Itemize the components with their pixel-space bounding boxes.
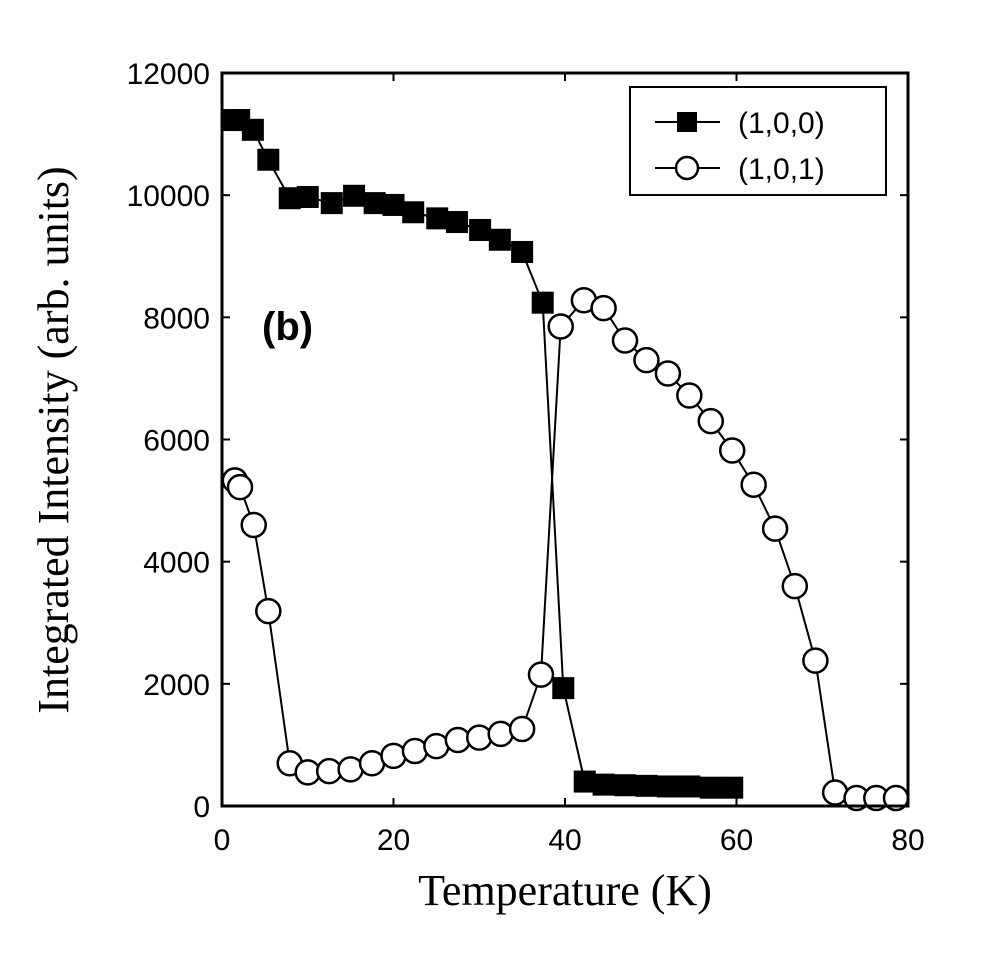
data-point-circle <box>547 313 574 340</box>
data-point-square <box>699 776 722 799</box>
data-point-square <box>678 775 701 798</box>
legend-label-100: (1,0,0) <box>738 107 825 140</box>
x-tick-label: 80 <box>891 824 924 857</box>
data-point-square <box>445 211 468 234</box>
series-0 <box>222 109 744 799</box>
data-point-circle <box>697 407 725 435</box>
data-point-square <box>469 218 492 241</box>
data-point-circle <box>781 572 809 600</box>
legend-label-101: (1,0,1) <box>738 153 825 186</box>
y-tick-label: 6000 <box>143 425 210 458</box>
data-point-square <box>635 774 658 797</box>
data-point-circle <box>255 597 282 625</box>
data-point-circle <box>466 724 493 751</box>
data-point-circle <box>633 346 660 374</box>
data-point-circle <box>401 737 429 765</box>
y-tick-label: 2000 <box>143 669 210 702</box>
x-axis-label: Temperature (K) <box>418 866 712 915</box>
legend-circle-marker <box>674 155 700 181</box>
data-point-square <box>511 240 534 263</box>
y-tick-label: 10000 <box>127 180 210 213</box>
x-tick-label: 0 <box>214 824 231 857</box>
data-point-square <box>241 118 264 141</box>
panel-label: (b) <box>262 305 313 349</box>
data-point-square <box>531 291 554 314</box>
data-point-square <box>343 184 366 207</box>
data-point-circle <box>802 647 829 674</box>
data-point-square <box>573 770 596 793</box>
data-point-square <box>721 776 744 799</box>
data-point-square <box>257 148 280 171</box>
data-point-square <box>592 773 615 796</box>
legend: (1,0,0) (1,0,1) <box>629 86 887 196</box>
y-tick-label: 0 <box>193 791 210 824</box>
data-point-square <box>296 185 319 208</box>
series-line <box>234 299 896 800</box>
y-tick-label: 12000 <box>127 58 210 91</box>
y-tick-label: 4000 <box>143 547 210 580</box>
data-point-square <box>488 228 511 251</box>
data-point-square <box>363 192 386 215</box>
data-point-circle <box>590 294 617 322</box>
legend-box <box>629 86 887 196</box>
data-point-circle <box>240 511 267 539</box>
data-point-circle <box>740 471 767 498</box>
data-point-circle <box>444 726 472 754</box>
data-point-circle <box>761 515 789 542</box>
data-point-square <box>614 774 637 797</box>
data-point-circle <box>508 715 536 743</box>
x-tick-label: 60 <box>720 824 753 857</box>
data-point-circle <box>676 382 703 409</box>
data-point-square <box>382 193 405 216</box>
x-tick-label: 20 <box>377 824 410 857</box>
data-point-square <box>320 192 343 215</box>
data-point-circle <box>821 779 849 806</box>
data-point-circle <box>380 742 407 770</box>
data-point-square <box>552 677 575 700</box>
y-axis-label: Integrated Intensity (arb. units) <box>29 166 78 713</box>
data-point-square <box>278 187 301 210</box>
data-point-circle <box>226 473 254 501</box>
series-1 <box>221 286 910 812</box>
data-point-circle <box>718 437 746 464</box>
plot-frame <box>220 71 910 808</box>
data-point-square <box>426 207 449 230</box>
data-point-circle <box>487 720 514 748</box>
data-point-square <box>402 201 425 224</box>
data-point-circle <box>527 661 555 688</box>
y-tick-label: 8000 <box>143 302 210 335</box>
data-point-circle <box>611 327 639 354</box>
x-tick-label: 40 <box>548 824 581 857</box>
data-point-circle <box>654 360 682 387</box>
data-point-square <box>656 775 679 798</box>
legend-square-marker <box>677 112 697 132</box>
